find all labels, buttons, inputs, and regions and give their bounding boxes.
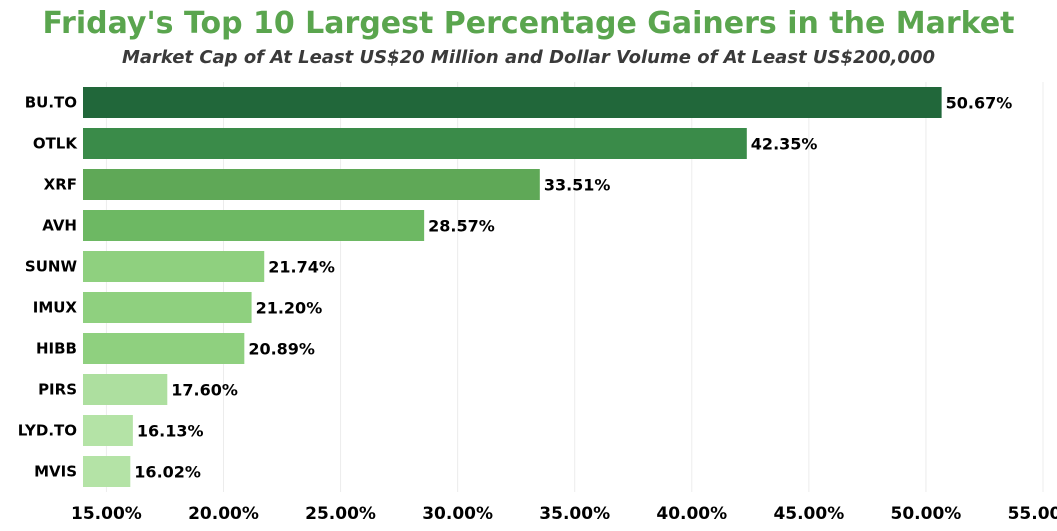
bar [83,128,747,159]
bar [83,169,540,200]
category-label: MVIS [34,463,77,481]
chart-subtitle: Market Cap of At Least US$20 Million and… [121,47,936,68]
x-tick-label: 40.00% [656,504,727,524]
category-label: HIBB [36,340,77,358]
x-tick-label: 15.00% [71,504,142,524]
data-label: 21.74% [268,258,335,277]
bar [83,210,425,241]
category-label: XRF [44,176,77,194]
data-label: 42.35% [751,135,818,154]
category-label: OTLK [33,135,79,153]
data-label: 16.02% [134,463,201,482]
bar [83,251,265,282]
data-label: 17.60% [171,381,238,400]
bar [83,333,245,364]
category-label: AVH [42,217,77,235]
bar [83,87,942,118]
category-label: PIRS [38,381,77,399]
x-tick-label: 25.00% [305,504,376,524]
x-tick-label: 45.00% [773,504,844,524]
x-tick-label: 30.00% [422,504,493,524]
data-label: 16.13% [137,422,204,441]
bar [83,292,252,323]
bars [83,87,942,487]
data-label: 21.20% [256,299,323,318]
category-label: BU.TO [25,94,77,112]
labels: 15.00% 20.00% 25.00% 30.00% 35.00% 40.00% 45.0… [18,94,1057,525]
category-label: IMUX [33,299,78,317]
category-label: SUNW [25,258,78,276]
data-label: 20.89% [248,340,315,359]
x-tick-label: 50.00% [891,504,962,524]
data-label: 28.57% [428,217,495,236]
category-label: LYD.TO [18,422,77,440]
data-label: 50.67% [946,94,1013,113]
data-label: 33.51% [544,176,611,195]
x-tick-label: 55.00% [1008,504,1057,524]
bar [83,415,133,446]
bar [83,374,168,405]
x-tick-label: 35.00% [539,504,610,524]
bar [83,456,131,487]
x-tick-label: 20.00% [188,504,259,524]
chart-title: Friday's Top 10 Largest Percentage Gaine… [42,6,1015,41]
